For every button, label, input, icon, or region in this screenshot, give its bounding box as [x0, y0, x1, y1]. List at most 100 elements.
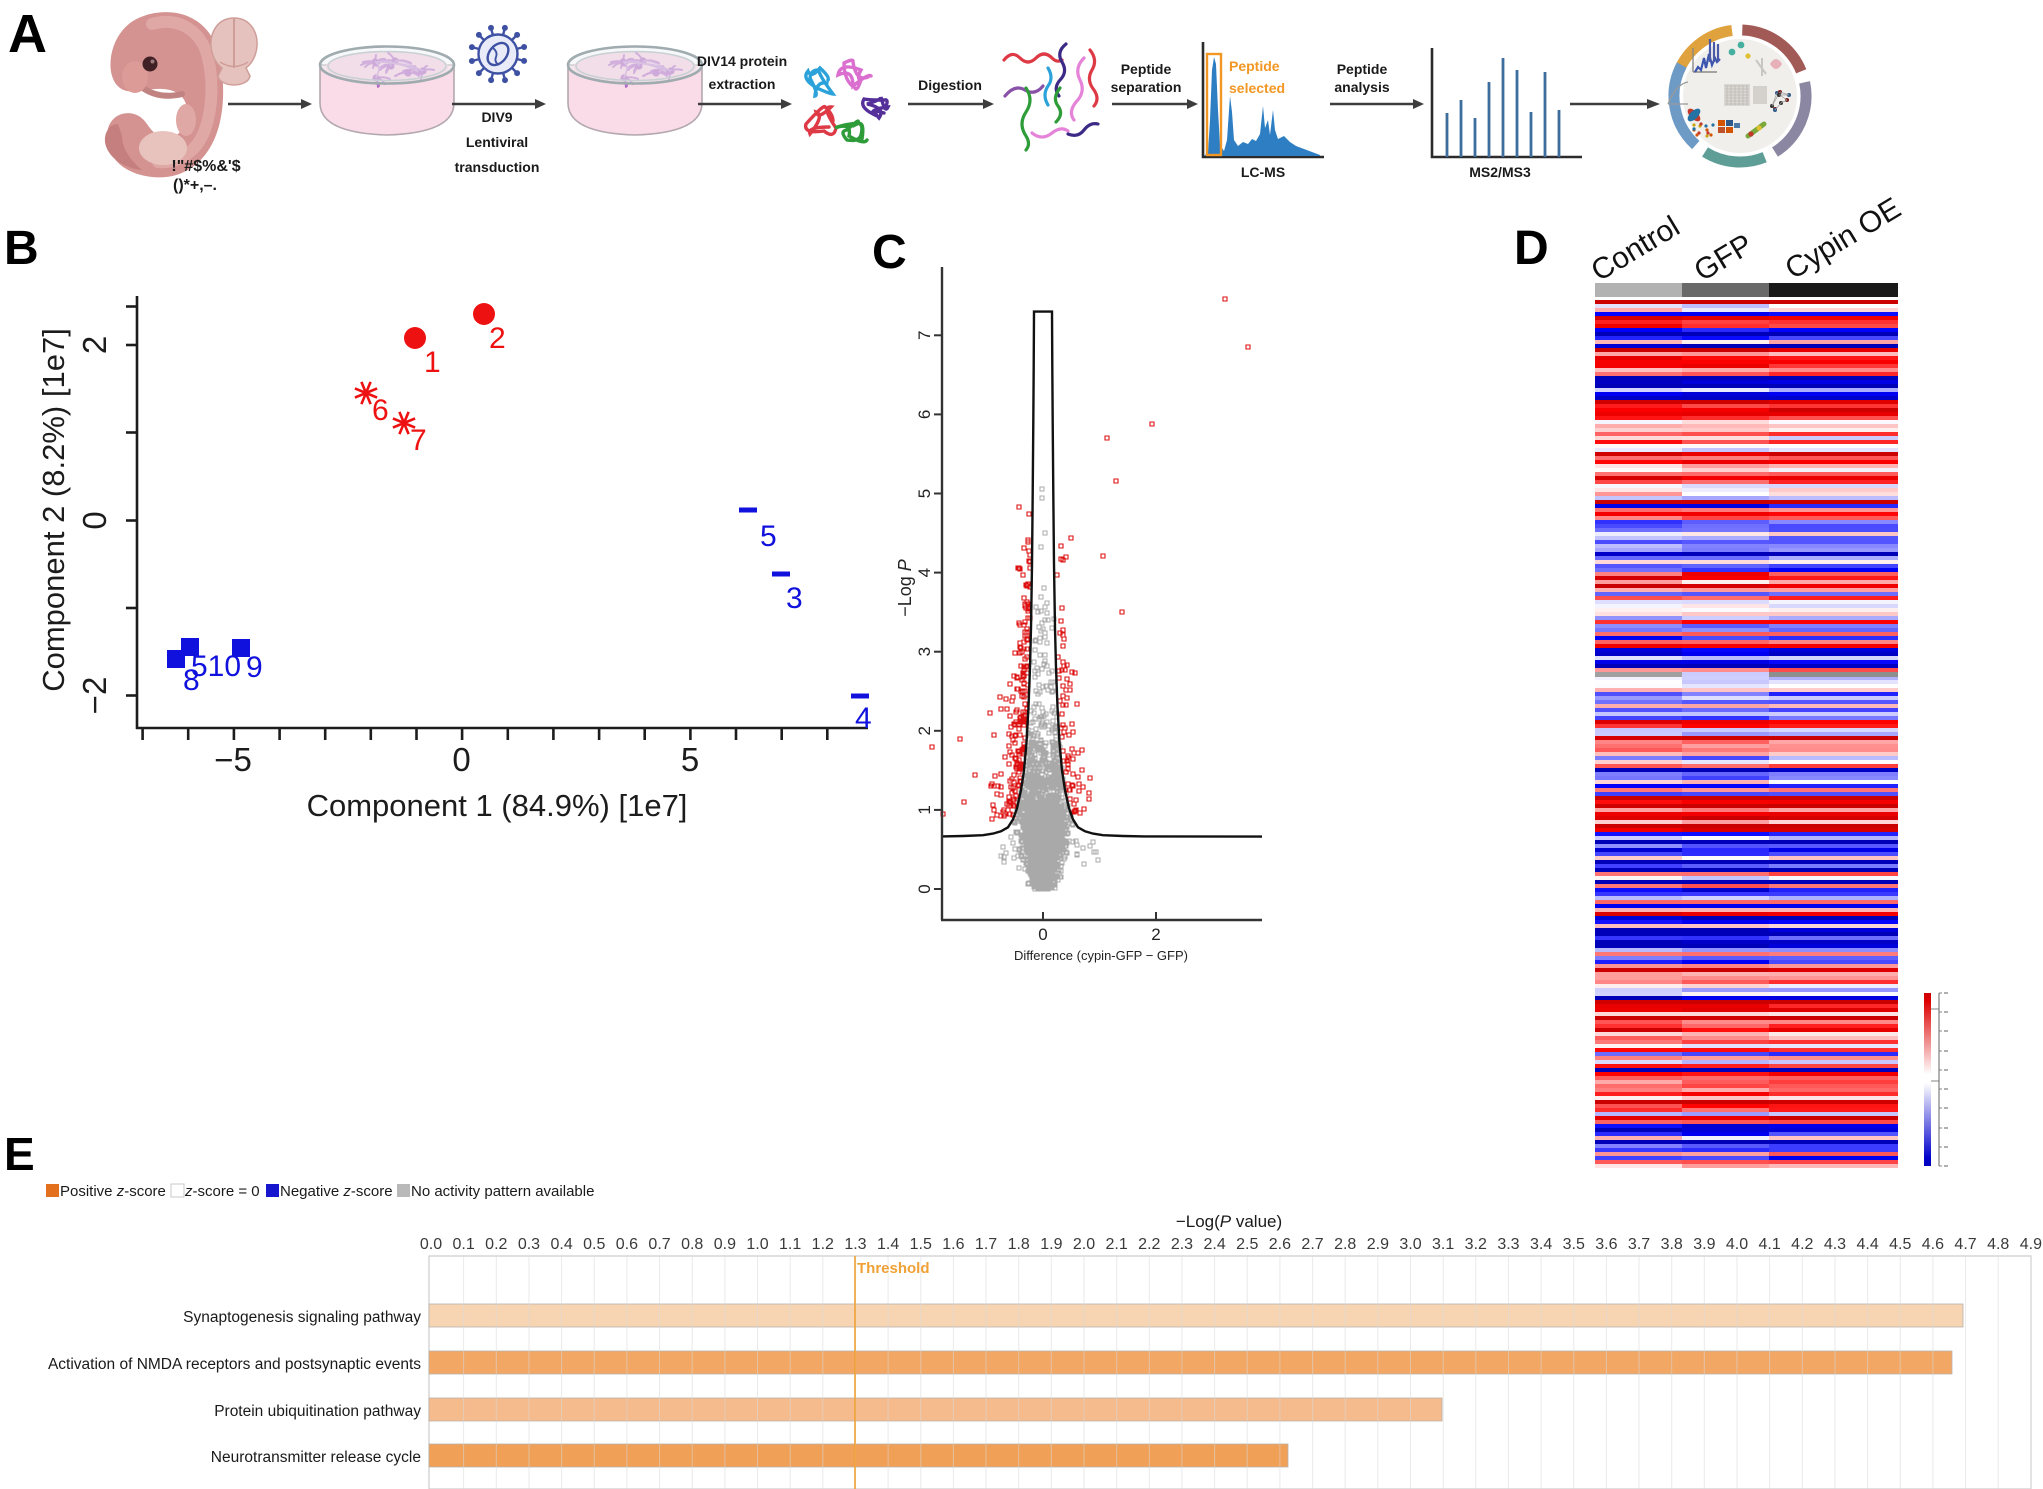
svg-text:3: 3 [915, 647, 934, 656]
svg-text:5: 5 [915, 489, 934, 498]
svg-text:Difference (cypin-GFP − GFP): Difference (cypin-GFP − GFP) [1014, 948, 1188, 963]
svg-text:1.4: 1.4 [877, 1236, 899, 1253]
svg-text:Activation of NMDA receptors a: Activation of NMDA receptors and postsyn… [48, 1356, 421, 1373]
svg-text:1.8: 1.8 [1008, 1236, 1030, 1253]
svg-text:Threshold: Threshold [857, 1260, 930, 1277]
svg-text:Peptide: Peptide [1229, 58, 1280, 74]
svg-text:2: 2 [489, 322, 506, 355]
svg-text:2.7: 2.7 [1301, 1236, 1323, 1253]
svg-text:Component 1 (84.9%) [1e7]: Component 1 (84.9%) [1e7] [307, 788, 688, 823]
svg-text:selected: selected [1229, 80, 1285, 96]
svg-text:6: 6 [372, 394, 389, 427]
svg-text:4.0: 4.0 [1726, 1236, 1748, 1253]
svg-text:1.1: 1.1 [779, 1236, 801, 1253]
svg-text:Peptide: Peptide [1121, 61, 1172, 77]
svg-text:D: D [1514, 222, 1549, 275]
svg-text:Component 2 (8.2%) [1e7]: Component 2 (8.2%) [1e7] [36, 328, 71, 692]
svg-text:1.7: 1.7 [975, 1236, 997, 1253]
svg-text:Protein ubiquitination pathwa: Protein ubiquitination pathway [214, 1403, 421, 1420]
svg-text:1.9: 1.9 [1040, 1236, 1062, 1253]
svg-text:4: 4 [855, 702, 872, 735]
svg-text:1.2: 1.2 [812, 1236, 834, 1253]
svg-text:z-score = 0: z-score = 0 [184, 1183, 260, 1200]
svg-text:7: 7 [915, 331, 934, 340]
svg-text:0.5: 0.5 [583, 1236, 605, 1253]
svg-text:1.6: 1.6 [942, 1236, 964, 1253]
svg-text:2.8: 2.8 [1334, 1236, 1356, 1253]
svg-text:separation: separation [1111, 79, 1182, 95]
svg-text:0: 0 [1038, 925, 1047, 944]
svg-text:LC-MS: LC-MS [1241, 164, 1285, 180]
svg-text:8: 8 [183, 664, 200, 697]
svg-text:3.3: 3.3 [1497, 1236, 1519, 1253]
svg-text:5: 5 [760, 520, 777, 553]
svg-text:0.8: 0.8 [681, 1236, 703, 1253]
svg-text:0.6: 0.6 [616, 1236, 638, 1253]
svg-text:()*+,–.: ()*+,–. [173, 177, 217, 194]
svg-text:4.6: 4.6 [1922, 1236, 1944, 1253]
svg-text:E: E [4, 1128, 35, 1180]
svg-text:Negative z-score: Negative z-score [280, 1183, 393, 1200]
svg-text:Peptide: Peptide [1337, 61, 1388, 77]
svg-text:MS2/MS3: MS2/MS3 [1469, 164, 1531, 180]
svg-text:0: 0 [452, 741, 470, 778]
svg-text:7: 7 [410, 424, 427, 457]
svg-text:2: 2 [1151, 925, 1160, 944]
svg-text:3.2: 3.2 [1465, 1236, 1487, 1253]
svg-text:0: 0 [915, 884, 934, 893]
svg-text:9: 9 [246, 651, 263, 684]
svg-text:Positive z-score: Positive z-score [60, 1183, 166, 1200]
svg-text:1: 1 [424, 346, 441, 379]
svg-text:4.7: 4.7 [1954, 1236, 1976, 1253]
svg-text:B: B [4, 222, 39, 275]
svg-text:DIV9: DIV9 [481, 109, 512, 125]
svg-text:2.6: 2.6 [1269, 1236, 1291, 1253]
svg-text:3.8: 3.8 [1661, 1236, 1683, 1253]
svg-text:2.2: 2.2 [1138, 1236, 1160, 1253]
svg-text:0.2: 0.2 [485, 1236, 507, 1253]
svg-text:3.0: 3.0 [1399, 1236, 1421, 1253]
svg-text:0.9: 0.9 [714, 1236, 736, 1253]
svg-text:4.4: 4.4 [1856, 1236, 1878, 1253]
svg-text:4.1: 4.1 [1759, 1236, 1781, 1253]
svg-text:transduction: transduction [455, 159, 540, 175]
svg-text:No activity pattern available: No activity pattern available [411, 1183, 594, 1200]
svg-text:4.9: 4.9 [2020, 1236, 2042, 1253]
svg-text:4.8: 4.8 [1987, 1236, 2009, 1253]
svg-text:0: 0 [76, 511, 113, 529]
svg-text:Synaptogenesis signaling pathw: Synaptogenesis signaling pathway [183, 1309, 421, 1326]
svg-text:3.9: 3.9 [1693, 1236, 1715, 1253]
svg-text:0.0: 0.0 [420, 1236, 442, 1253]
svg-text:0.7: 0.7 [648, 1236, 670, 1253]
svg-text:3.5: 3.5 [1563, 1236, 1585, 1253]
svg-text:analysis: analysis [1334, 79, 1389, 95]
svg-text:2.5: 2.5 [1236, 1236, 1258, 1253]
svg-text:5: 5 [681, 741, 699, 778]
svg-text:3: 3 [786, 582, 803, 615]
svg-text:4: 4 [915, 568, 934, 577]
svg-text:2.0: 2.0 [1073, 1236, 1095, 1253]
svg-text:0.4: 0.4 [550, 1236, 572, 1253]
svg-text:4.2: 4.2 [1791, 1236, 1813, 1253]
svg-text:DIV14 protein: DIV14 protein [697, 53, 787, 69]
svg-text:extraction: extraction [709, 76, 776, 92]
svg-text:3.6: 3.6 [1595, 1236, 1617, 1253]
svg-text:1.3: 1.3 [844, 1236, 866, 1253]
svg-text:2.3: 2.3 [1171, 1236, 1193, 1253]
svg-text:0.1: 0.1 [453, 1236, 475, 1253]
svg-text:Digestion: Digestion [918, 77, 982, 93]
svg-text:−2: −2 [76, 677, 113, 715]
svg-text:2: 2 [915, 726, 934, 735]
svg-text:1.0: 1.0 [746, 1236, 768, 1253]
svg-text:3.1: 3.1 [1432, 1236, 1454, 1253]
svg-text:6: 6 [915, 410, 934, 419]
svg-text:Lentiviral: Lentiviral [466, 134, 528, 150]
svg-text:−Log(P value): −Log(P value) [1176, 1212, 1282, 1231]
svg-text:4.5: 4.5 [1889, 1236, 1911, 1253]
svg-text:1: 1 [915, 805, 934, 814]
svg-text:−Log P: −Log P [895, 559, 915, 617]
svg-text:2: 2 [76, 336, 113, 354]
svg-text:0.3: 0.3 [518, 1236, 540, 1253]
svg-text:−5: −5 [214, 741, 252, 778]
svg-text:2.4: 2.4 [1203, 1236, 1225, 1253]
